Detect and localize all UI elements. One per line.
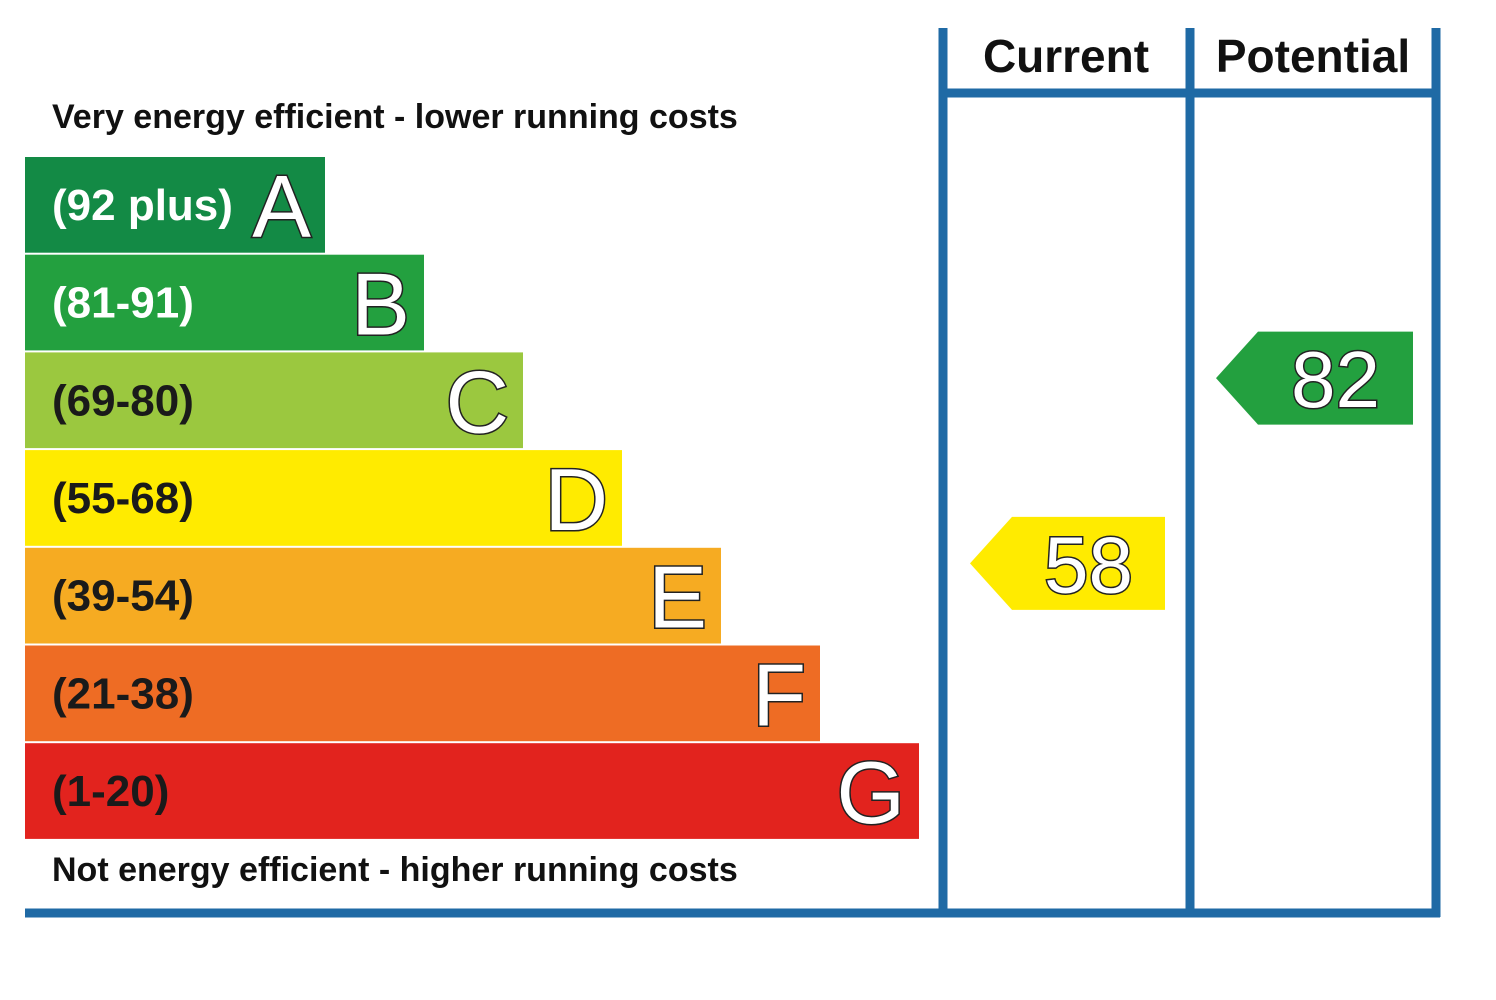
band-letter-d: D [544,450,608,549]
band-letter-g: G [837,743,905,842]
bottom-caption: Not energy efficient - higher running co… [52,851,738,889]
rating-current: 58 [970,517,1165,610]
band-a: (92 plus) A [25,157,325,256]
band-range-label-b: (81-91) [52,279,194,328]
band-c: (69-80) C [25,352,523,451]
band-g: (1-20) G [25,743,919,842]
band-range-label-g: (1-20) [52,767,169,816]
band-b: (81-91) B [25,255,424,354]
column-header-current: Current [983,30,1149,82]
band-range-label-f: (21-38) [52,669,194,718]
rating-value-potential: 82 [1291,335,1380,424]
band-range-label-c: (69-80) [52,376,194,425]
rating-bands: (92 plus) A(81-91) B(69-80) C(55-68) D(39-54… [25,157,919,842]
rating-value-current: 58 [1044,520,1133,609]
band-d: (55-68) D [25,450,622,549]
band-range-label-a: (92 plus) [52,181,233,230]
rating-potential: 82 [1216,332,1413,425]
band-e: (39-54) E [25,548,721,647]
band-range-label-e: (39-54) [52,572,194,621]
top-caption: Very energy efficient - lower running co… [52,98,738,136]
column-header-potential: Potential [1216,30,1410,82]
band-letter-c: C [445,352,509,451]
band-letter-a: A [252,157,311,256]
band-range-label-d: (55-68) [52,474,194,523]
band-letter-b: B [351,255,410,354]
band-letter-f: F [752,645,806,744]
band-f: (21-38) F [25,645,820,744]
band-letter-e: E [648,548,707,647]
